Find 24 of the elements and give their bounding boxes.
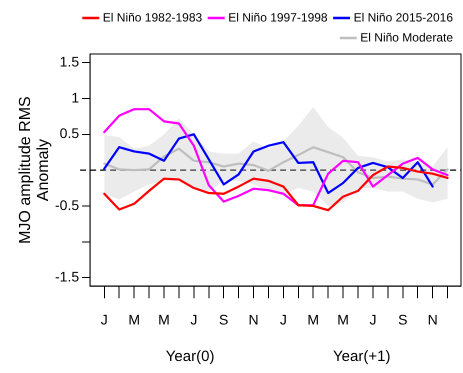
legend-label: El Niño Moderate bbox=[360, 30, 454, 44]
x-tick-label: M bbox=[307, 311, 320, 328]
y-tick-label: 0.5 bbox=[60, 125, 80, 142]
x-tick-label: M bbox=[337, 311, 349, 328]
x-tick-label: J bbox=[190, 311, 198, 328]
legend-label: El Niño 1982-1983 bbox=[102, 10, 203, 24]
x-tick-label: S bbox=[219, 311, 228, 328]
y-axis-title: MJO amplitude RMS Anomaly bbox=[17, 96, 52, 244]
x-tick-label: J bbox=[100, 311, 108, 328]
x-tick-label: J bbox=[369, 311, 376, 328]
y-tick-label: -0.5 bbox=[55, 196, 80, 213]
y-tick-label: -1.5 bbox=[55, 268, 80, 284]
y-tick-label: 1 bbox=[71, 89, 80, 106]
y-tick-label: 1.5 bbox=[60, 53, 80, 70]
legend-label: El Niño 1997-1998 bbox=[228, 10, 328, 24]
x-tick-label: J bbox=[280, 311, 287, 328]
x-tick-label: N bbox=[428, 311, 438, 328]
x-tick-label: S bbox=[398, 311, 408, 328]
x-tick-label: M bbox=[158, 311, 170, 328]
x-tick-label: M bbox=[128, 311, 140, 328]
legend-label: El Niño 2015-2016 bbox=[354, 10, 454, 24]
text: Year(0) bbox=[166, 348, 214, 365]
text: Year(+1) bbox=[333, 348, 390, 365]
x-tick-label: N bbox=[248, 311, 259, 328]
